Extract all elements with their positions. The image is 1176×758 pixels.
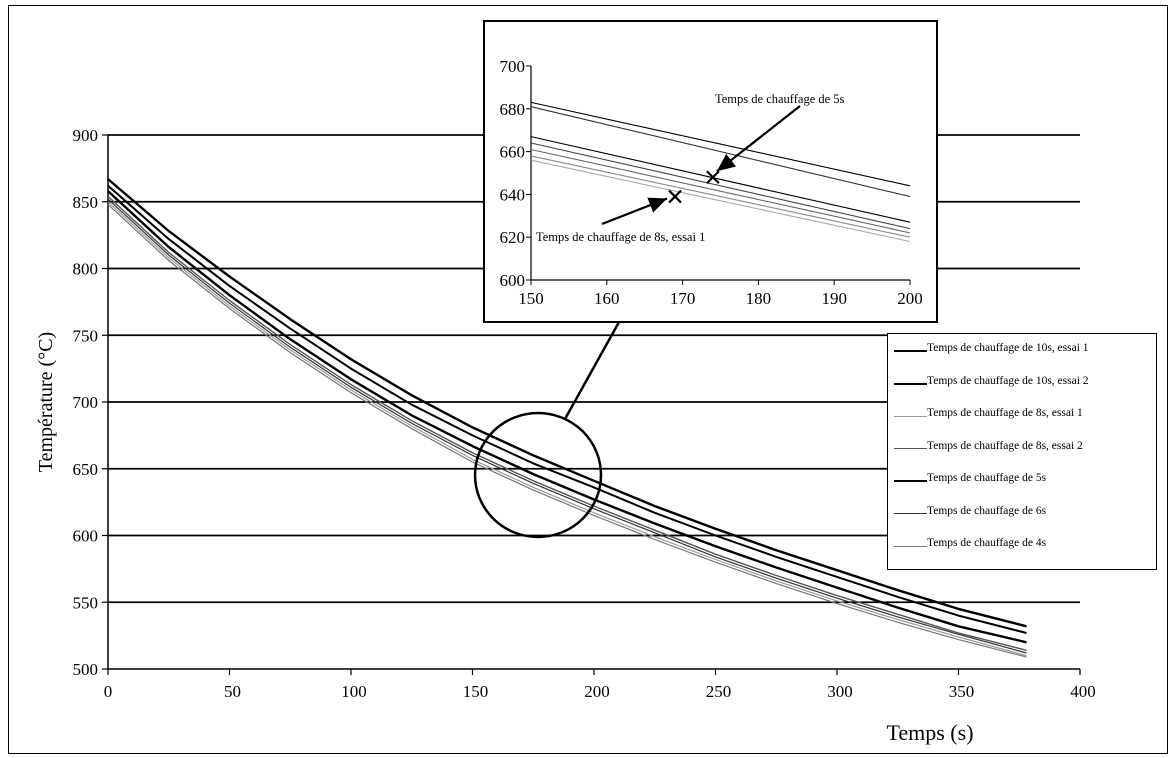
legend-item-2: Temps de chauffage de 10s, essai 2 xyxy=(894,373,1089,389)
legend: Temps de chauffage de 10s, essai 1 Temps … xyxy=(887,333,1157,570)
inset-series-line-1 xyxy=(530,101,911,187)
y-tick-label-700: 700 xyxy=(73,393,99,412)
y-tick-label-900: 900 xyxy=(73,126,99,145)
legend-label: Temps de chauffage de 4s xyxy=(927,537,1047,549)
legend-label: Temps de chauffage de 10s, essai 2 xyxy=(927,374,1089,387)
legend-swatch xyxy=(894,480,927,482)
inset-series-line-3 xyxy=(530,136,911,223)
x-tick-label-400: 400 xyxy=(1070,682,1096,701)
legend-item-5: Temps de chauffage de 5s xyxy=(894,470,1046,486)
legend-swatch xyxy=(894,545,927,547)
legend-item-1: Temps de chauffage de 10s, essai 1 xyxy=(894,340,1089,356)
inset-series-line-2 xyxy=(530,106,911,198)
inset-y-tick-label-680: 680 xyxy=(500,100,526,119)
legend-item-3: Temps de chauffage de 8s, essai 1 xyxy=(894,405,1083,421)
y-tick-label-850: 850 xyxy=(73,193,99,212)
series-line-3 xyxy=(107,201,1027,657)
inset-series-line-6 xyxy=(530,155,911,238)
legend-label: Temps de chauffage de 6s xyxy=(927,504,1047,517)
x-tick-label-250: 250 xyxy=(706,682,732,701)
legend-label: Temps de chauffage de 10s, essai 1 xyxy=(927,342,1089,354)
inset-x-tick-label-190: 190 xyxy=(821,289,847,308)
zoom-circle xyxy=(473,411,603,539)
y-tick-label-800: 800 xyxy=(73,260,99,279)
annotation-5s: Temps de chauffage de 5s xyxy=(715,92,845,106)
legend-item-4: Temps de chauffage de 8s, essai 2 xyxy=(894,438,1083,454)
marker-5s xyxy=(706,170,720,185)
marker-8s xyxy=(668,189,682,204)
legend-label: Temps de chauffage de 8s, essai 1 xyxy=(927,407,1083,419)
x-tick-label-300: 300 xyxy=(827,682,853,701)
legend-swatch xyxy=(894,382,927,385)
arrow-8s xyxy=(601,197,668,226)
annotation-8s: Temps de chauffage de 8s, essai 1 xyxy=(536,230,705,244)
y-tick-label-550: 550 xyxy=(73,593,99,612)
legend-item-7: Temps de chauffage de 4s xyxy=(894,535,1046,551)
inset-y-tick-label-600: 600 xyxy=(500,271,526,290)
x-tick-label-50: 50 xyxy=(224,682,241,701)
inset-series-line-5 xyxy=(530,148,911,234)
legend-swatch xyxy=(894,448,927,449)
inset-x-tick-label-200: 200 xyxy=(897,289,923,308)
x-tick-label-100: 100 xyxy=(341,682,367,701)
legend-label: Temps de chauffage de 8s, essai 2 xyxy=(927,439,1083,452)
chart-frame xyxy=(8,5,1168,754)
legend-swatch xyxy=(894,415,927,417)
inset-series-line-7 xyxy=(530,159,911,243)
inset-x-tick-label-150: 150 xyxy=(518,289,544,308)
x-tick-label-150: 150 xyxy=(463,682,489,701)
legend-swatch xyxy=(894,513,927,514)
series-line-2 xyxy=(107,184,1027,634)
arrow-5s xyxy=(716,105,801,173)
x-tick-label-200: 200 xyxy=(584,682,610,701)
series-line-7 xyxy=(107,203,1027,658)
series-line-1 xyxy=(107,178,1027,628)
y-tick-label-500: 500 xyxy=(73,660,99,679)
x-tick-label-350: 350 xyxy=(949,682,975,701)
x-tick-label-0: 0 xyxy=(104,682,113,701)
x-axis-label: Temps (s) xyxy=(886,720,973,745)
legend-item-6: Temps de chauffage de 6s xyxy=(894,503,1046,519)
inset-y-tick-label-660: 660 xyxy=(500,143,526,162)
inset-x-tick-label-180: 180 xyxy=(746,289,772,308)
legend-swatch xyxy=(894,350,927,352)
series-line-5 xyxy=(107,190,1027,644)
y-tick-label-600: 600 xyxy=(73,527,99,546)
legend-label: Temps de chauffage de 5s xyxy=(927,472,1047,484)
inset-frame xyxy=(483,20,938,323)
inset-x-tick-label-170: 170 xyxy=(670,289,696,308)
series-line-6 xyxy=(107,198,1027,654)
y-tick-label-650: 650 xyxy=(73,460,99,479)
y-tick-label-750: 750 xyxy=(73,326,99,345)
inset-y-tick-label-640: 640 xyxy=(500,185,526,204)
inset-series-line-4 xyxy=(530,142,911,230)
series-line-4 xyxy=(107,195,1027,651)
inset-x-tick-label-160: 160 xyxy=(594,289,620,308)
inset-y-tick-label-620: 620 xyxy=(500,228,526,247)
inset-y-tick-label-700: 700 xyxy=(500,57,526,76)
y-axis-label: Température (°C) xyxy=(35,332,57,472)
